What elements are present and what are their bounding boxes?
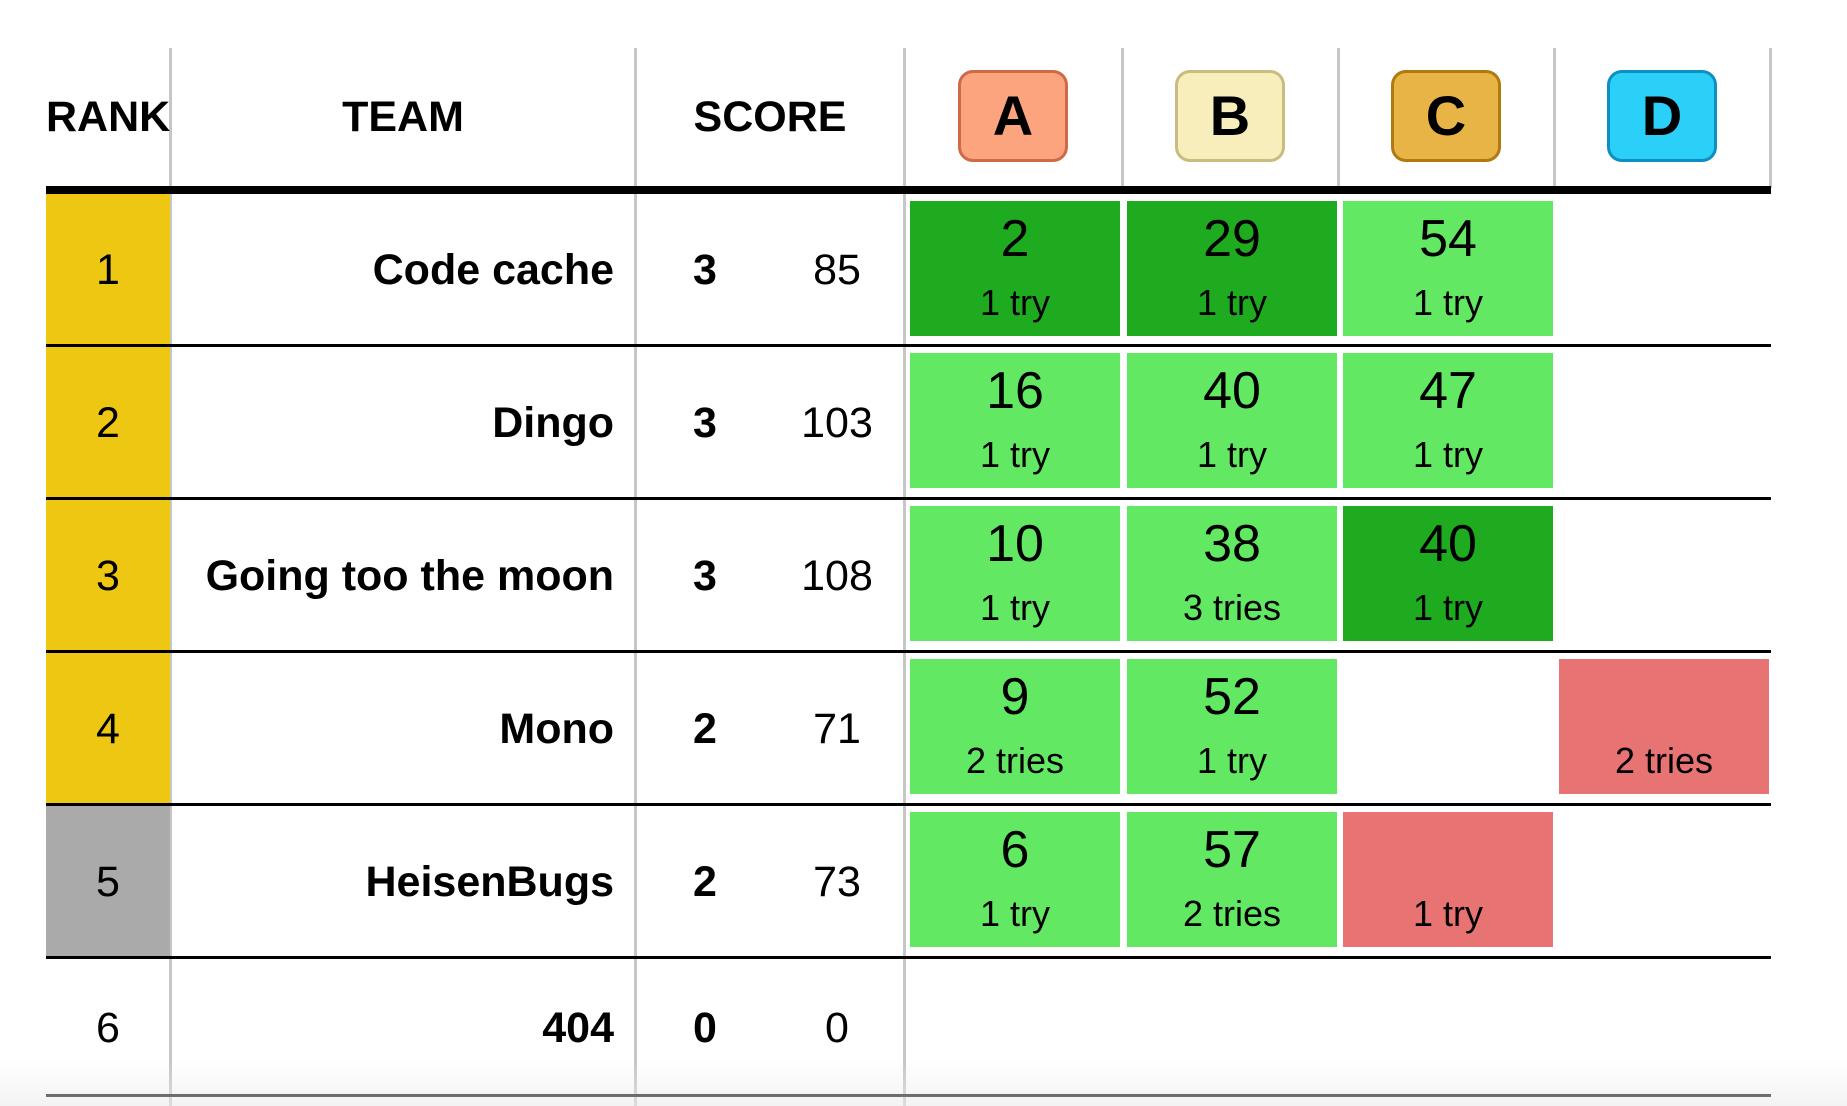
attempts: 1 try [1196, 282, 1267, 323]
problem-b-result[interactable]: 38 3 tries [1127, 506, 1337, 641]
solve-time: 16 [986, 362, 1044, 420]
team-row[interactable]: 2 Dingo 3 103 16 1 try 40 1 try 47 1 try [0, 347, 1847, 500]
team-header[interactable]: TEAM [342, 93, 464, 141]
row-divider [46, 650, 1771, 653]
problem-c-result[interactable]: 54 1 try [1343, 201, 1553, 336]
attempts: 1 try [1412, 434, 1483, 475]
rank-cell: 3 [46, 500, 170, 653]
penalty-time: 103 [801, 399, 873, 447]
penalty-time: 73 [813, 858, 861, 906]
attempts: 1 try [979, 587, 1050, 628]
attempts: 1 try [1412, 893, 1483, 934]
attempts: 1 try [1412, 587, 1483, 628]
problem-c-result[interactable]: 1 try [1343, 812, 1553, 947]
solve-time: 38 [1203, 515, 1261, 573]
solved-count: 3 [693, 399, 717, 447]
solve-time: 40 [1419, 515, 1477, 573]
rank-header[interactable]: RANK [46, 93, 171, 141]
problem-a-result[interactable]: 16 1 try [910, 353, 1120, 488]
solve-time: 57 [1203, 821, 1261, 879]
solve-time: 52 [1203, 668, 1261, 726]
attempts: 1 try [979, 434, 1050, 475]
scroll-fade [0, 1060, 1847, 1106]
attempts: 1 try [979, 282, 1050, 323]
problem-c-result[interactable]: 40 1 try [1343, 506, 1553, 641]
attempts: 2 tries [1182, 893, 1282, 934]
column-divider [903, 48, 906, 1106]
solve-time: 47 [1419, 362, 1477, 420]
attempts: 1 try [979, 893, 1050, 934]
team-name[interactable]: Going too the moon [205, 552, 614, 600]
attempts: 2 tries [965, 740, 1065, 781]
problem-a-result[interactable]: 10 1 try [910, 506, 1120, 641]
problem-c-balloon[interactable]: C [1391, 70, 1501, 162]
solved-count: 2 [693, 858, 717, 906]
problem-c-result[interactable]: 47 1 try [1343, 353, 1553, 488]
team-name[interactable]: Code cache [372, 246, 614, 294]
header-divider [46, 186, 1771, 194]
solve-time: 29 [1203, 210, 1261, 268]
problem-d-balloon[interactable]: D [1607, 70, 1717, 162]
problem-b-result[interactable]: 57 2 tries [1127, 812, 1337, 947]
solve-time: 6 [1000, 821, 1030, 879]
team-name[interactable]: Mono [499, 705, 614, 753]
attempts: 1 try [1196, 740, 1267, 781]
attempts: 1 try [1196, 434, 1267, 475]
problem-a-balloon[interactable]: A [958, 70, 1068, 162]
rank-cell: 1 [46, 194, 170, 347]
solved-count: 3 [693, 552, 717, 600]
attempts: 2 tries [1614, 740, 1714, 781]
team-row[interactable]: 3 Going too the moon 3 108 10 1 try 38 3 t… [0, 500, 1847, 653]
problem-c-result[interactable] [1343, 659, 1553, 794]
solved-count: 0 [693, 1003, 717, 1052]
rank-cell: 4 [46, 653, 170, 806]
column-divider [634, 48, 637, 1106]
row-divider [46, 956, 1771, 959]
team-row[interactable]: 1 Code cache 3 85 2 1 try 29 1 try 54 1 try [0, 194, 1847, 347]
rank-cell: 2 [46, 347, 170, 500]
problem-b-balloon[interactable]: B [1175, 70, 1285, 162]
problem-a-result[interactable]: 9 2 tries [910, 659, 1120, 794]
column-divider [1553, 48, 1556, 188]
penalty-time: 108 [801, 552, 873, 600]
problem-b-result[interactable]: 52 1 try [1127, 659, 1337, 794]
solved-count: 3 [693, 246, 717, 294]
problem-d-result[interactable] [1559, 353, 1769, 488]
column-divider [1337, 48, 1340, 188]
column-divider [1121, 48, 1124, 188]
team-name[interactable]: 404 [542, 1003, 614, 1052]
team-row[interactable]: 5 HeisenBugs 2 73 6 1 try 57 2 tries 1 try [0, 806, 1847, 959]
solve-time: 10 [986, 515, 1044, 573]
solve-time: 9 [1000, 668, 1030, 726]
attempts: 1 try [1412, 282, 1483, 323]
team-name[interactable]: HeisenBugs [365, 858, 614, 906]
attempts: 3 tries [1182, 587, 1282, 628]
problem-d-result[interactable] [1559, 812, 1769, 947]
problem-d-result[interactable] [1559, 201, 1769, 336]
team-name[interactable]: Dingo [492, 399, 614, 447]
problem-d-result[interactable]: 2 tries [1559, 659, 1769, 794]
score-header[interactable]: SCORE [693, 93, 847, 141]
problem-a-result[interactable]: 6 1 try [910, 812, 1120, 947]
rank-cell: 6 [96, 1003, 120, 1052]
row-divider [46, 344, 1771, 347]
column-divider [169, 48, 172, 1106]
rank-cell: 5 [46, 806, 170, 959]
team-row[interactable]: 4 Mono 2 71 9 2 tries 52 1 try 2 tries [0, 653, 1847, 806]
column-divider [1769, 48, 1772, 188]
problem-b-result[interactable]: 29 1 try [1127, 201, 1337, 336]
solved-count: 2 [693, 705, 717, 753]
problem-a-result[interactable]: 2 1 try [910, 201, 1120, 336]
problem-b-result[interactable]: 40 1 try [1127, 353, 1337, 488]
solve-time: 54 [1419, 210, 1477, 268]
problem-d-result[interactable] [1559, 506, 1769, 641]
row-divider [46, 497, 1771, 500]
solve-time: 40 [1203, 362, 1261, 420]
row-divider [46, 803, 1771, 806]
penalty-time: 85 [813, 246, 861, 294]
penalty-time: 71 [813, 705, 861, 753]
solve-time: 2 [1000, 210, 1030, 268]
penalty-time: 0 [825, 1003, 849, 1052]
